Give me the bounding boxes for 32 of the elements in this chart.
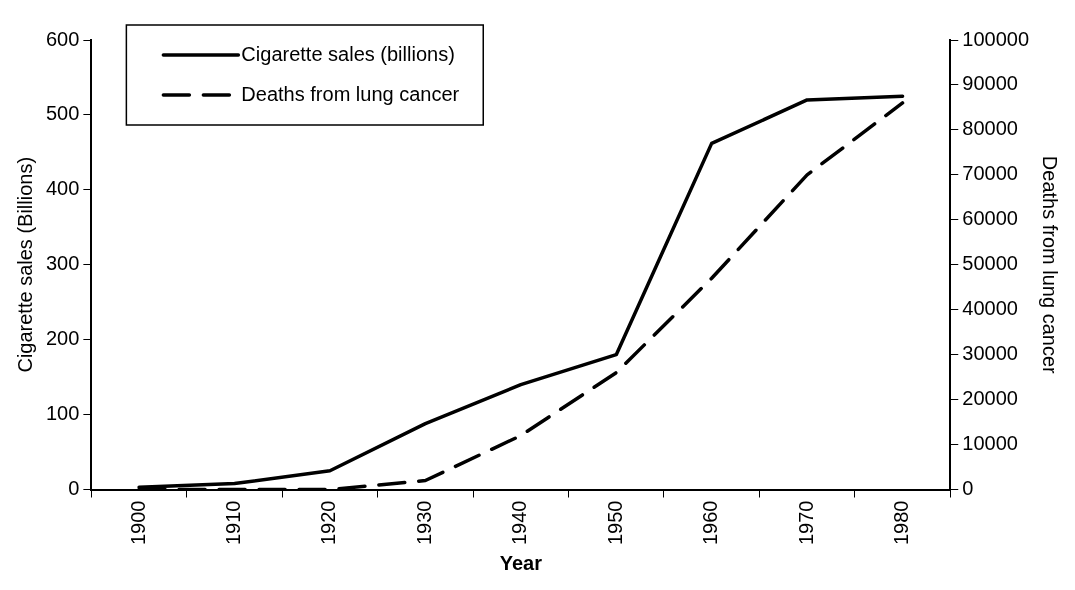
- y-tick-label: 300: [45, 252, 80, 275]
- x-tick-label: 1940: [508, 500, 531, 546]
- x-tick-label: 1960: [699, 500, 722, 546]
- y-axis-title: Cigarette sales (Billions): [13, 156, 36, 373]
- x-tick-label: 1980: [890, 500, 913, 546]
- y-tick-label: 100: [45, 402, 80, 425]
- y-tick-label: 400: [45, 177, 80, 200]
- y2-tick-label: 50000: [962, 252, 1018, 275]
- legend-label: Deaths from lung cancer: [241, 82, 460, 105]
- x-tick-label: 1900: [126, 500, 149, 546]
- y-tick-label: 200: [45, 327, 80, 350]
- y2-tick-label: 0: [962, 477, 974, 500]
- y-tick-label: 600: [45, 27, 80, 50]
- y2-tick-label: 100000: [962, 27, 1030, 50]
- y2-tick-label: 30000: [962, 342, 1018, 365]
- y2-tick-label: 60000: [962, 207, 1018, 230]
- x-tick-label: 1930: [412, 500, 435, 546]
- y2-tick-label: 20000: [962, 387, 1018, 410]
- x-tick-label: 1970: [794, 500, 817, 546]
- y-tick-label: 0: [68, 477, 80, 500]
- y2-tick-label: 90000: [962, 72, 1018, 95]
- x-tick-label: 1910: [222, 500, 245, 546]
- x-tick-label: 1950: [603, 500, 626, 546]
- y2-tick-label: 70000: [962, 162, 1018, 185]
- y2-axis-title: Deaths from lung cancer: [1039, 155, 1062, 375]
- y2-tick-label: 10000: [962, 432, 1018, 455]
- y2-tick-label: 80000: [962, 117, 1018, 140]
- legend-label: Cigarette sales (billions): [241, 42, 455, 65]
- y2-tick-label: 40000: [962, 297, 1018, 320]
- y-tick-label: 500: [45, 102, 80, 125]
- x-axis-title: Year: [499, 551, 543, 574]
- x-tick-label: 1920: [317, 500, 340, 546]
